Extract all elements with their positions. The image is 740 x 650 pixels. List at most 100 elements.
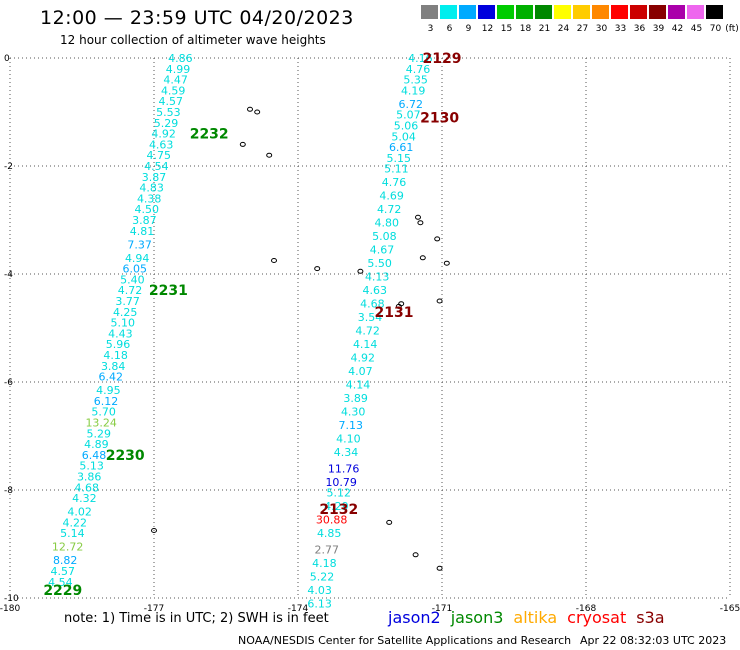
scale-label: 70 <box>709 24 722 34</box>
wave-height-value: 5.70 <box>91 406 116 419</box>
x-tick-label: -165 <box>720 604 740 614</box>
wave-height-value: 4.16 <box>408 52 433 65</box>
satellite-jason3: jason3 <box>450 608 504 627</box>
wave-height-value: 4.14 <box>353 338 378 351</box>
island-outline <box>386 519 393 525</box>
wave-height-value: 4.94 <box>125 252 150 265</box>
orbit-label: 2230 <box>106 448 145 464</box>
scale-label: 45 <box>690 24 703 34</box>
orbit-label: 2231 <box>149 283 188 299</box>
wave-height-value: 13.24 <box>85 417 117 430</box>
wave-height-value: 5.40 <box>120 273 145 286</box>
wave-height-value: 12.72 <box>52 541 84 554</box>
wave-height-value: 4.54 <box>48 576 73 589</box>
satellite-cryosat: cryosat <box>567 608 627 627</box>
wave-height-value: 4.72 <box>377 203 402 216</box>
y-tick-label: -6 <box>4 378 13 388</box>
wave-height-value: 5.50 <box>367 257 392 270</box>
wave-height-value: 7.13 <box>339 419 364 432</box>
y-tick-label: -2 <box>4 162 13 172</box>
wave-height-value: 8.82 <box>53 554 78 567</box>
scale-label: 27 <box>576 24 589 34</box>
wave-height-value: 5.13 <box>79 460 104 473</box>
wave-height-value: 4.92 <box>151 128 176 141</box>
scale-label: 36 <box>633 24 646 34</box>
orbit-label: 2130 <box>420 110 459 126</box>
wave-height-value: 4.68 <box>75 481 100 494</box>
wave-height-value: 4.54 <box>144 160 169 173</box>
wave-height-value: 3.77 <box>115 295 140 308</box>
scale-unit: (ft) <box>725 24 739 34</box>
wave-height-value: 6.13 <box>307 597 332 610</box>
island-outline <box>271 258 277 263</box>
scale-label: 15 <box>500 24 513 34</box>
wave-height-value: 5.15 <box>387 152 412 165</box>
wave-height-value: 4.80 <box>375 217 400 230</box>
x-tick-label: -171 <box>432 604 452 614</box>
scale-label: 24 <box>557 24 570 34</box>
wave-height-value: 4.63 <box>149 138 174 151</box>
x-tick-label: -180 <box>0 604 20 614</box>
island-outline <box>247 106 253 112</box>
wave-height-value: 5.35 <box>403 74 428 87</box>
wave-height-value: 3.87 <box>132 214 157 227</box>
satellite-jason2: jason2 <box>388 608 441 627</box>
island-outline <box>434 236 441 242</box>
wave-height-value: 7.37 <box>127 238 152 251</box>
y-tick-label: 0 <box>4 54 10 64</box>
wave-height-value: 4.72 <box>355 325 380 338</box>
wave-height-value: 4.19 <box>401 84 426 97</box>
scale-swatch <box>649 5 666 19</box>
wave-height-value: 4.02 <box>67 506 92 519</box>
orbit-label: 2229 <box>43 583 82 599</box>
orbit-label: 2131 <box>375 305 414 321</box>
wave-height-value: 6.42 <box>99 371 124 384</box>
island-outline <box>254 109 261 115</box>
wave-height-value: 5.10 <box>111 317 136 330</box>
wave-height-value: 3.87 <box>142 171 167 184</box>
page-subtitle: 12 hour collection of altimeter wave hei… <box>60 33 326 47</box>
wave-height-value: 6.61 <box>389 141 414 154</box>
island-outline <box>395 303 402 309</box>
y-tick-label: -10 <box>4 594 19 604</box>
scale-label: 12 <box>481 24 494 34</box>
wave-height-value: 5.06 <box>394 120 419 133</box>
wave-height-value: 4.81 <box>130 225 155 238</box>
wave-height-value: 3.86 <box>77 471 102 484</box>
wave-height-value: 6.48 <box>82 449 107 462</box>
scale-swatch <box>478 5 495 19</box>
wave-height-value: 5.08 <box>372 230 397 243</box>
wave-height-value: 4.14 <box>346 379 371 392</box>
island-outline <box>417 220 424 226</box>
wave-height-value: 4.85 <box>317 527 342 540</box>
orbit-label: 2129 <box>423 51 462 67</box>
scale-swatch <box>554 5 571 19</box>
wave-height-value: 4.57 <box>51 565 76 578</box>
satellite-altika: altika <box>513 608 558 627</box>
wave-height-value: 5.11 <box>384 163 409 176</box>
scale-label: 33 <box>614 24 627 34</box>
island-outline <box>436 565 443 571</box>
orbit-label: 2232 <box>190 127 229 143</box>
wave-height-value: 10.79 <box>325 476 357 489</box>
island-outline <box>412 552 419 558</box>
island-outline <box>419 255 426 261</box>
wave-height-value: 4.63 <box>363 284 388 297</box>
wave-height-value: 5.04 <box>391 130 416 143</box>
wave-height-value: 4.57 <box>159 95 184 108</box>
wave-height-value: 5.53 <box>156 106 181 119</box>
scale-label: 3 <box>427 24 434 34</box>
wave-height-value: 4.99 <box>166 63 191 76</box>
wave-height-value: 4.95 <box>96 384 121 397</box>
x-tick-label: -174 <box>288 604 309 614</box>
y-tick-label: -8 <box>4 486 13 496</box>
scale-swatch <box>516 5 533 19</box>
island-outline <box>266 152 273 158</box>
scale-swatch <box>497 5 514 19</box>
scale-swatch <box>687 5 704 19</box>
wave-height-value: 4.89 <box>84 438 109 451</box>
island-outline <box>239 141 246 147</box>
wave-height-value: 4.30 <box>341 406 366 419</box>
wave-height-value: 4.68 <box>360 298 385 311</box>
